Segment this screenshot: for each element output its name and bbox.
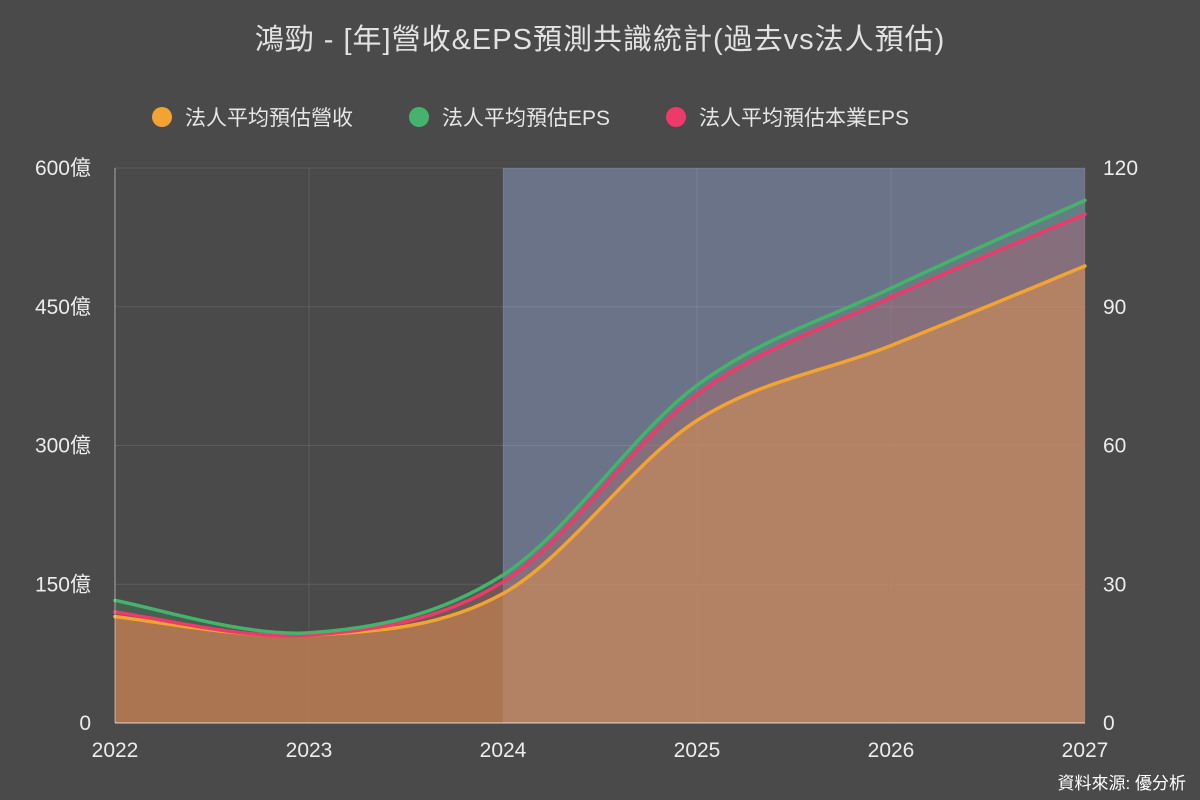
y-tick-label-left: 0 <box>79 712 91 735</box>
legend-swatch-dot <box>409 107 429 127</box>
source-note: 資料來源: 優分析 <box>1057 774 1186 793</box>
y-tick-label-right: 120 <box>1103 157 1138 180</box>
legend: 法人平均預估營收 法人平均預估EPS 法人平均預估本業EPS <box>152 102 909 132</box>
x-tick-label: 2025 <box>674 739 721 762</box>
legend-item-1[interactable]: 法人平均預估EPS <box>409 102 610 132</box>
x-tick-label: 2022 <box>92 739 139 762</box>
legend-swatch-dot <box>152 107 172 127</box>
legend-label: 法人平均預估EPS <box>442 107 611 130</box>
x-tick-label: 2023 <box>286 739 333 762</box>
legend-label: 法人平均預估營收 <box>185 107 353 130</box>
y-tick-label-right: 30 <box>1103 573 1126 596</box>
legend-item-2[interactable]: 法人平均預估本業EPS <box>666 102 909 132</box>
legend-label: 法人平均預估本業EPS <box>699 107 910 130</box>
series-area-0 <box>115 266 1085 723</box>
x-tick-label: 2024 <box>480 739 527 762</box>
y-tick-label-left: 300億 <box>35 435 91 458</box>
legend-swatch-dot <box>666 107 687 127</box>
y-tick-label-right: 0 <box>1103 712 1115 735</box>
y-tick-label-right: 60 <box>1103 435 1126 458</box>
series-line-1 <box>113 198 1087 635</box>
y-tick-label-right: 90 <box>1103 296 1126 319</box>
y-tick-label-left: 150億 <box>35 573 91 596</box>
x-tick-label: 2027 <box>1062 739 1109 762</box>
x-tick-label: 2026 <box>868 739 915 762</box>
y-tick-label-left: 450億 <box>35 296 91 319</box>
legend-item-0[interactable]: 法人平均預估營收 <box>152 102 353 132</box>
chart-title: 鴻勁 - [年]營收&EPS預測共識統計(過去vs法人預估) <box>254 24 946 56</box>
series-line-2 <box>113 212 1087 638</box>
y-tick-label-left: 600億 <box>35 157 91 180</box>
